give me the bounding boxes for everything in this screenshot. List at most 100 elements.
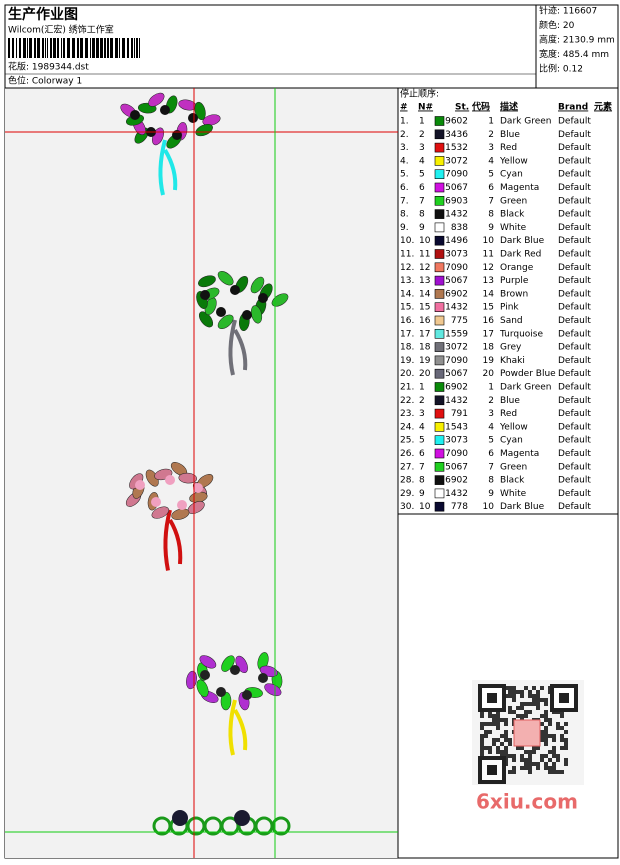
qr-cell	[532, 762, 536, 766]
qr-cell	[496, 738, 500, 742]
bar	[139, 38, 140, 58]
design-area	[5, 88, 398, 858]
row-number: 6.	[400, 183, 409, 193]
leaf	[271, 293, 289, 307]
qr-cell	[480, 726, 484, 730]
qr-cell	[512, 698, 516, 702]
qr-cell	[492, 742, 496, 746]
stitches: 3072	[445, 156, 468, 166]
qr-cell	[544, 762, 548, 766]
qr-cell	[508, 694, 512, 698]
qr-cell	[516, 746, 520, 750]
description: Grey	[500, 343, 522, 353]
brand: Default	[558, 476, 591, 486]
qr-cell	[508, 742, 512, 746]
qr-cell	[552, 746, 556, 750]
code: 11	[483, 250, 494, 260]
row-number: 25.	[400, 436, 414, 446]
color-swatch	[434, 289, 445, 299]
qr-cell	[496, 726, 500, 730]
qr-cell	[528, 762, 532, 766]
stitches: 778	[451, 502, 468, 512]
watermark: 6xiu.com	[476, 790, 578, 814]
stitches: 7090	[445, 263, 468, 273]
qr-cell	[540, 730, 544, 734]
color-swatch	[434, 182, 445, 193]
qr-cell	[564, 722, 568, 726]
column-header: #	[400, 103, 408, 113]
flower-center	[216, 307, 226, 317]
qr-logo	[513, 719, 541, 747]
qr-cell	[520, 690, 524, 694]
code: 13	[483, 276, 494, 286]
leaf	[198, 311, 214, 328]
brand: Default	[558, 303, 591, 313]
needle: 10	[419, 502, 431, 512]
qr-cell	[540, 738, 544, 742]
qr-cell	[544, 726, 548, 730]
bar	[34, 38, 36, 58]
qr-cell	[544, 714, 548, 718]
qr-cell	[508, 754, 512, 758]
qr-cell	[488, 750, 492, 754]
column-header: St.	[455, 103, 469, 113]
bar	[110, 38, 113, 58]
bar	[16, 38, 17, 58]
brand: Default	[558, 263, 591, 273]
stitches: 6903	[445, 196, 468, 206]
color-swatch	[434, 156, 445, 166]
stitches: 5067	[445, 369, 468, 379]
qr-cell	[504, 734, 508, 738]
stitches: 3436	[445, 130, 468, 140]
flower-center	[160, 105, 170, 115]
code: 8	[488, 476, 494, 486]
qr-cell	[520, 694, 524, 698]
brand: Default	[558, 223, 591, 233]
info-line: 颜色: 20	[539, 19, 575, 31]
column-header: 描述	[500, 101, 518, 113]
color-swatch	[434, 196, 445, 206]
code: 8	[488, 210, 494, 220]
code: 1	[488, 117, 494, 127]
description: Cyan	[500, 170, 523, 180]
info-line: 宽度: 485.4 mm	[539, 48, 609, 60]
qr-cell	[540, 734, 544, 738]
qr-cell	[488, 746, 492, 750]
flower-center	[200, 290, 210, 300]
qr-cell	[556, 726, 560, 730]
qr-cell	[516, 706, 520, 710]
qr-cell	[552, 766, 556, 770]
stitches: 7090	[445, 170, 468, 180]
flower-center	[230, 665, 240, 675]
qr-cell	[532, 750, 536, 754]
needle: 1	[419, 117, 425, 127]
qr-cell	[500, 750, 504, 754]
code: 4	[488, 422, 494, 432]
code: 3	[488, 409, 494, 419]
stitches: 1559	[445, 329, 468, 339]
design-file: 花版: 1989344.dst	[8, 61, 89, 73]
qr-cell	[524, 710, 528, 714]
qr-cell	[524, 702, 528, 706]
description: Green	[500, 462, 527, 472]
qr-cell	[564, 762, 568, 766]
code: 7	[488, 196, 494, 206]
qr-cell	[496, 714, 500, 718]
studio: Wilcom(汇宏) 绣饰工作室	[8, 24, 114, 36]
flower-center	[200, 670, 210, 680]
code: 2	[488, 396, 494, 406]
color-swatch	[434, 342, 445, 352]
qr-cell	[520, 754, 524, 758]
code: 1	[488, 383, 494, 393]
row-number: 2.	[400, 130, 409, 140]
stitches: 3073	[445, 436, 468, 446]
bar	[23, 38, 26, 58]
brand: Default	[558, 276, 591, 286]
brand: Default	[558, 250, 591, 260]
code: 12	[483, 263, 494, 273]
qr-cell	[560, 726, 564, 730]
row-number: 29.	[400, 489, 414, 499]
description: Yellow	[499, 422, 528, 432]
brand: Default	[558, 289, 591, 299]
qr-cell	[508, 706, 512, 710]
